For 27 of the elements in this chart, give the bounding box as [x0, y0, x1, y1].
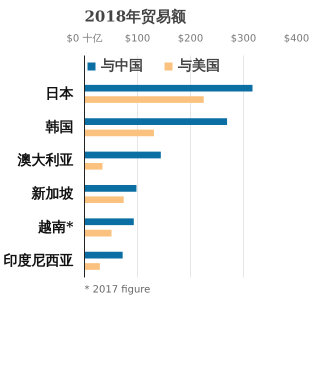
x-tick-label: $100 — [124, 34, 150, 44]
y-tick-label: 韩国 — [44, 119, 74, 136]
x-tick-label: $300 — [230, 34, 256, 44]
legend-label: 与中国 — [101, 57, 143, 75]
legend-label: 与美国 — [178, 57, 220, 75]
x-tick-label: $400 — [284, 34, 310, 44]
x-tick-label: $200 — [178, 34, 204, 44]
chart-title: 2018年贸易额 — [84, 8, 188, 26]
y-tick-label: 越南* — [37, 219, 74, 236]
bar — [84, 263, 100, 270]
bar — [84, 230, 112, 236]
bar — [84, 152, 161, 158]
bar — [84, 252, 123, 258]
y-tick-label: 印度尼西亚 — [4, 252, 74, 269]
bar — [84, 96, 204, 103]
bar — [84, 84, 253, 92]
bar — [84, 118, 228, 125]
y-tick-label: 新加坡 — [30, 185, 74, 202]
bar — [84, 162, 103, 170]
bar — [84, 130, 154, 136]
bar — [84, 196, 124, 204]
x-tick-label: $0 十亿 — [66, 32, 102, 44]
text: * 2017 figure — [84, 284, 150, 296]
bar — [84, 218, 134, 226]
bar — [84, 185, 136, 192]
y-tick-label: 澳大利亚 — [16, 152, 74, 169]
y-tick-label: 日本 — [46, 86, 74, 102]
